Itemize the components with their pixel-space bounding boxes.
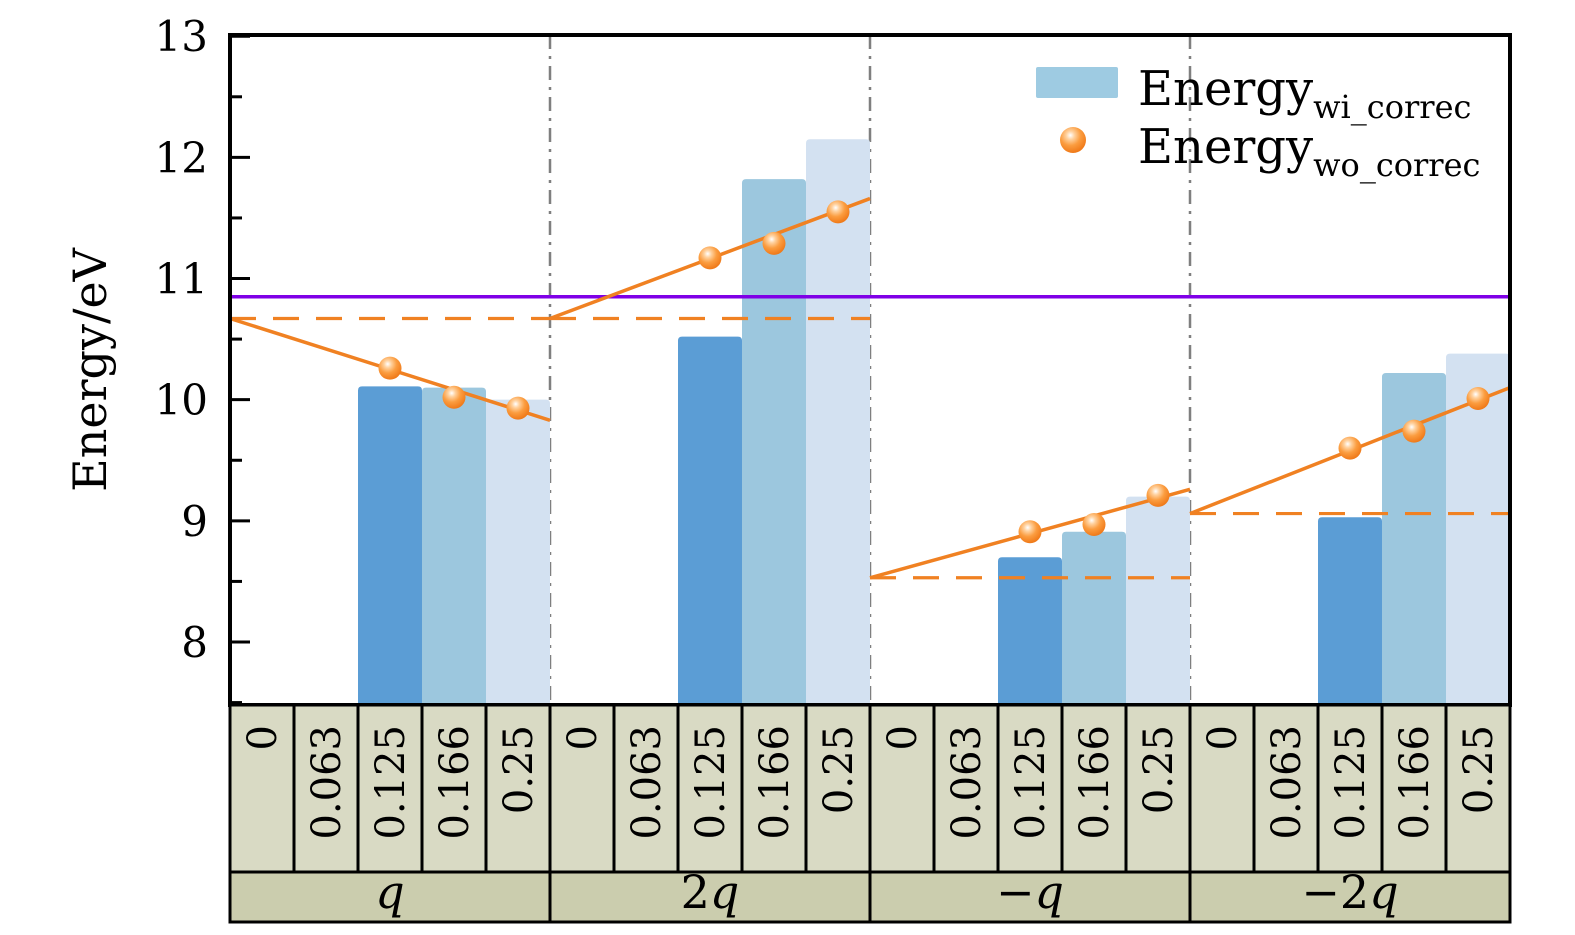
wo-correc-point [1402, 419, 1426, 443]
concentration-label: 0.125 [368, 725, 414, 840]
concentration-cell [484, 703, 552, 874]
y-tick-label: 11 [155, 255, 208, 304]
y-axis-title: Energy/eV [63, 247, 117, 492]
y-tick-label: 12 [155, 133, 208, 182]
legend-bar-swatch [1036, 67, 1118, 98]
group-cell [868, 870, 1192, 924]
concentration-label: 0.125 [1008, 725, 1054, 840]
concentration-label: 0.25 [816, 725, 862, 814]
bar-−2q-0.125 [1318, 517, 1382, 705]
concentration-cell [1316, 703, 1384, 874]
bar-q-0.125 [358, 386, 422, 705]
concentration-label: 0.25 [1456, 725, 1502, 814]
group-label: q [375, 865, 404, 919]
concentration-cell [1380, 703, 1448, 874]
wo-correc-point [442, 385, 466, 409]
concentration-label: 0.063 [624, 725, 670, 840]
concentration-label: 0.063 [1264, 725, 1310, 840]
wo-correc-point [1338, 436, 1362, 460]
y-tick-label: 13 [155, 12, 208, 61]
concentration-cell [868, 703, 936, 874]
wo-correc-point [1466, 386, 1490, 410]
y-tick-label: 9 [181, 497, 208, 546]
concentration-cell [420, 703, 488, 874]
bar-2q-0.25 [806, 139, 870, 705]
bar-−2q-0.25 [1446, 353, 1510, 705]
concentration-label: 0.125 [688, 725, 734, 840]
concentration-cell [1060, 703, 1128, 874]
concentration-label: 0.063 [944, 725, 990, 840]
y-tick-label: 10 [155, 376, 208, 425]
y-tick-label: 8 [181, 618, 208, 667]
group-cell [228, 870, 552, 924]
wo-correc-point [506, 396, 530, 420]
concentration-label: 0 [560, 725, 606, 750]
legend-label-wi-correc: Energywi_correc [1138, 61, 1471, 126]
bar-−2q-0.166 [1382, 373, 1446, 705]
bar-2q-0.166 [742, 179, 806, 705]
wo-correc-point [698, 246, 722, 270]
concentration-label: 0.166 [1392, 725, 1438, 840]
concentration-label: 0.166 [432, 725, 478, 840]
concentration-label: 0.166 [1072, 725, 1118, 840]
bar-−q-0.166 [1062, 531, 1126, 705]
bar-−q-0.25 [1126, 496, 1190, 705]
concentration-cell [1188, 703, 1256, 874]
bar-q-0.25 [486, 399, 550, 705]
concentration-label: 0 [1200, 725, 1246, 750]
wo-correc-point [826, 200, 850, 224]
concentration-label: 0.25 [496, 725, 542, 814]
group-label: −2q [1301, 865, 1398, 919]
concentration-label: 0.125 [1328, 725, 1374, 840]
concentration-label: 0 [240, 725, 286, 750]
group-label: 2q [681, 865, 740, 919]
bar-q-0.166 [422, 387, 486, 705]
concentration-cell [612, 703, 680, 874]
wo-correc-point [378, 356, 402, 380]
bar-2q-0.125 [678, 336, 742, 705]
group-label: −q [996, 865, 1064, 919]
concentration-label: 0.063 [304, 725, 350, 840]
bar-−q-0.125 [998, 557, 1062, 705]
concentration-label: 0.25 [1136, 725, 1182, 814]
group-cell [1188, 870, 1512, 924]
wo-correc-point [762, 231, 786, 255]
wo-correc-point [1018, 520, 1042, 544]
wo-correc-point [1146, 483, 1170, 507]
concentration-label: 0 [880, 725, 926, 750]
concentration-label: 0.166 [752, 725, 798, 840]
group-cell [548, 870, 872, 924]
legend-point-marker [1060, 127, 1086, 153]
legend-label-wo-correc: Energywo_correc [1138, 119, 1480, 184]
wo-correc-point [1082, 512, 1106, 536]
